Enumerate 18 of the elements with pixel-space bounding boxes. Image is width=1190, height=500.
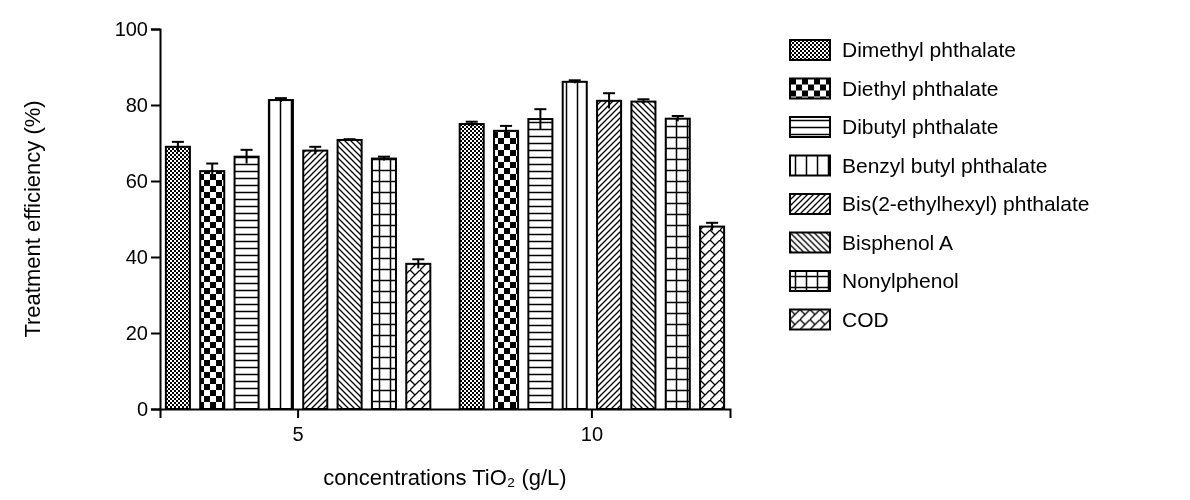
y-tick-label: 40 — [125, 245, 148, 268]
y-tick-label: 60 — [125, 169, 148, 192]
legend-label: Diethyl phthalate — [842, 76, 999, 100]
y-tick-label: 100 — [114, 17, 148, 40]
x-tick-label: 5 — [292, 423, 304, 445]
y-tick-label: 20 — [125, 321, 148, 344]
x-axis-title: concentrations TiO₂ (g/L) — [323, 465, 567, 490]
legend-label: Nonylphenol — [842, 269, 959, 292]
legend-label: COD — [842, 307, 889, 331]
legend-label: Bisphenol A — [842, 230, 953, 254]
legend-label: Bis(2-ethylhexyl) phthalate — [842, 192, 1090, 215]
legend-label: Benzyl butyl phthalate — [842, 153, 1048, 177]
y-tick-label: 80 — [125, 93, 148, 116]
legend-label: Dimethyl phthalate — [842, 38, 1016, 61]
x-tick-label: 10 — [580, 423, 604, 445]
y-tick-label: 0 — [136, 397, 148, 420]
legend-label: Dibutyl phthalate — [842, 115, 999, 138]
y-axis-title: Treatment efficiency (%) — [20, 100, 45, 338]
